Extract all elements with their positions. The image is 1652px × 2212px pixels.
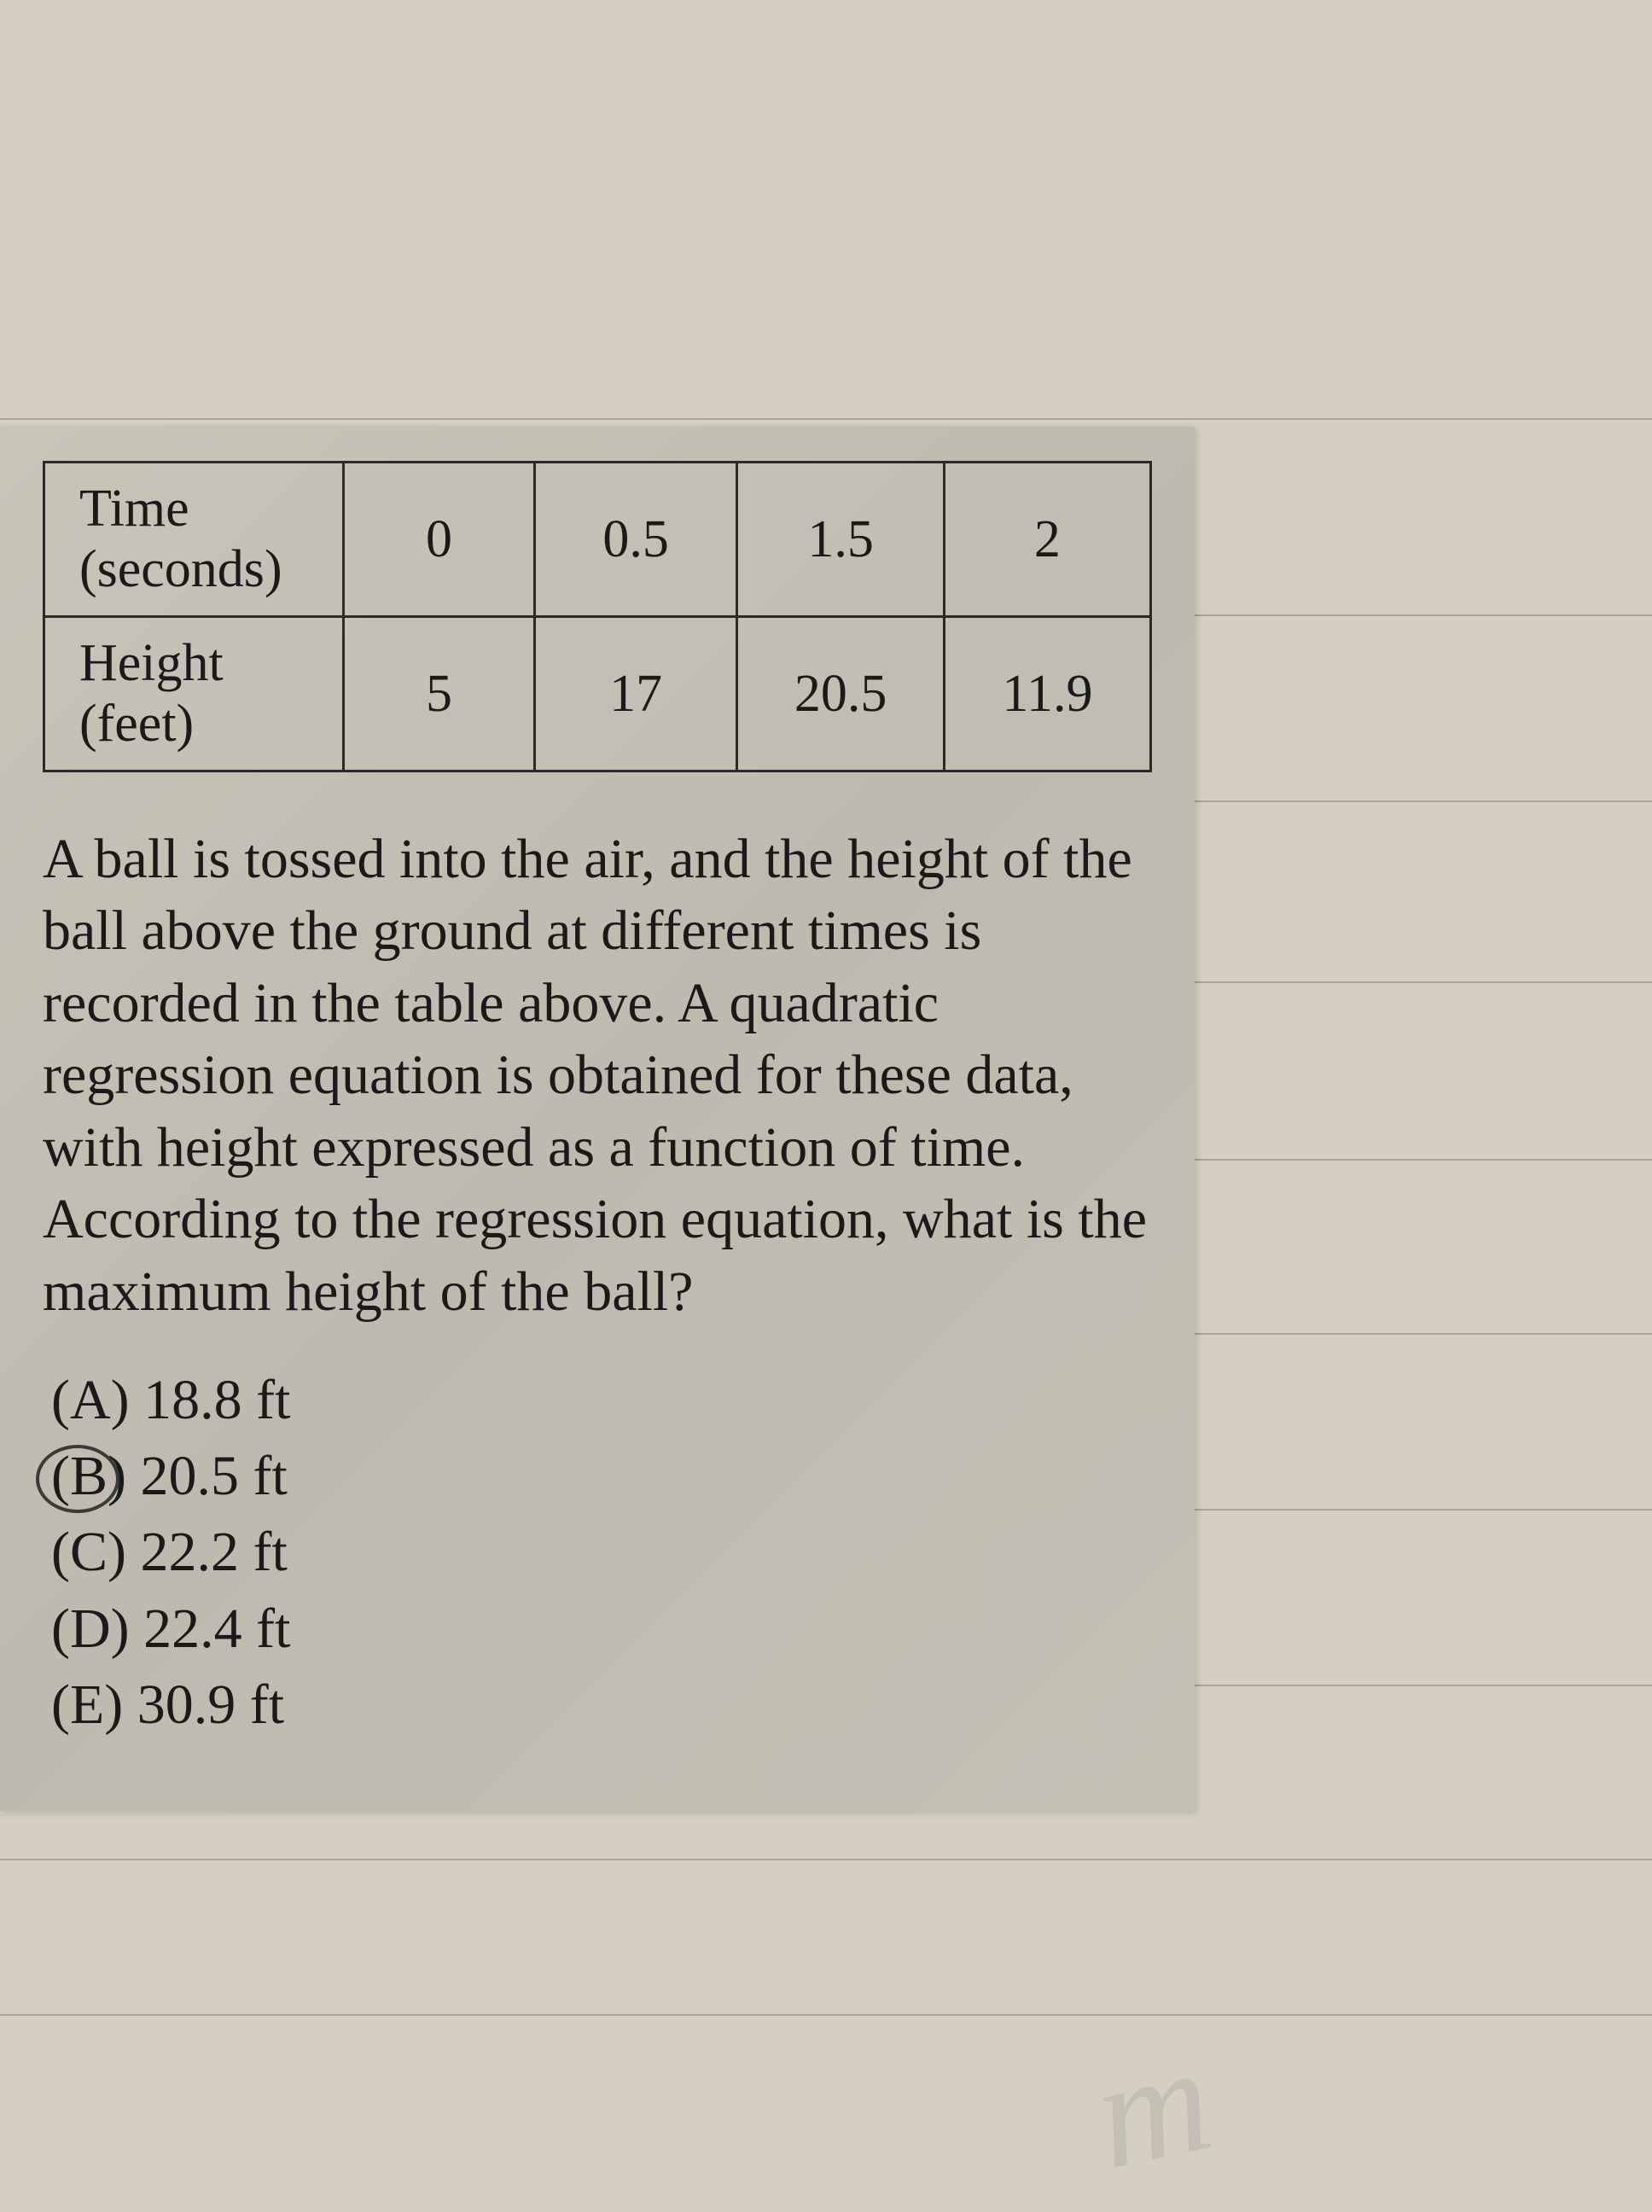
answer-options: (A) 18.8 ft(B) 20.5 ft(C) 22.2 ft(D) 22.… <box>43 1362 1152 1742</box>
notebook-rule-line <box>0 1859 1652 1860</box>
table-cell: 0 <box>344 463 535 617</box>
table-cell: 20.5 <box>737 617 944 771</box>
answer-option: (E) 30.9 ft <box>43 1667 1152 1743</box>
table-cell: 5 <box>344 617 535 771</box>
option-letter: (B) <box>51 1445 140 1507</box>
option-text: 22.2 ft <box>140 1521 287 1583</box>
question-text: A ball is tossed into the air, and the h… <box>43 824 1152 1328</box>
table-cell: 2 <box>944 463 1150 617</box>
option-text: 18.8 ft <box>143 1369 290 1431</box>
option-letter: (A) <box>51 1369 143 1431</box>
option-letter: (E) <box>51 1674 137 1736</box>
table-cell: 17 <box>534 617 737 771</box>
option-text: 30.9 ft <box>137 1674 284 1736</box>
option-letter: (D) <box>51 1598 143 1660</box>
data-table: Time(seconds)00.51.52Height(feet)51720.5… <box>43 461 1152 772</box>
answer-option: (C) 22.2 ft <box>43 1514 1152 1590</box>
option-text: 20.5 ft <box>140 1445 287 1507</box>
table-cell: 11.9 <box>944 617 1150 771</box>
table-row: Time(seconds)00.51.52 <box>44 463 1151 617</box>
answer-option: (A) 18.8 ft <box>43 1362 1152 1438</box>
watermark-text: m <box>1080 2009 1225 2205</box>
notebook-rule-line <box>0 418 1652 420</box>
table-cell: 1.5 <box>737 463 944 617</box>
option-text: 22.4 ft <box>143 1598 290 1660</box>
table-row-header: Time(seconds) <box>44 463 344 617</box>
question-block: Time(seconds)00.51.52Height(feet)51720.5… <box>0 427 1195 1811</box>
notebook-rule-line <box>0 2014 1652 2016</box>
answer-option: (B) 20.5 ft <box>43 1438 1152 1514</box>
answer-option: (D) 22.4 ft <box>43 1591 1152 1667</box>
table-cell: 0.5 <box>534 463 737 617</box>
table-row: Height(feet)51720.511.9 <box>44 617 1151 771</box>
table-row-header: Height(feet) <box>44 617 344 771</box>
option-letter: (C) <box>51 1521 140 1583</box>
